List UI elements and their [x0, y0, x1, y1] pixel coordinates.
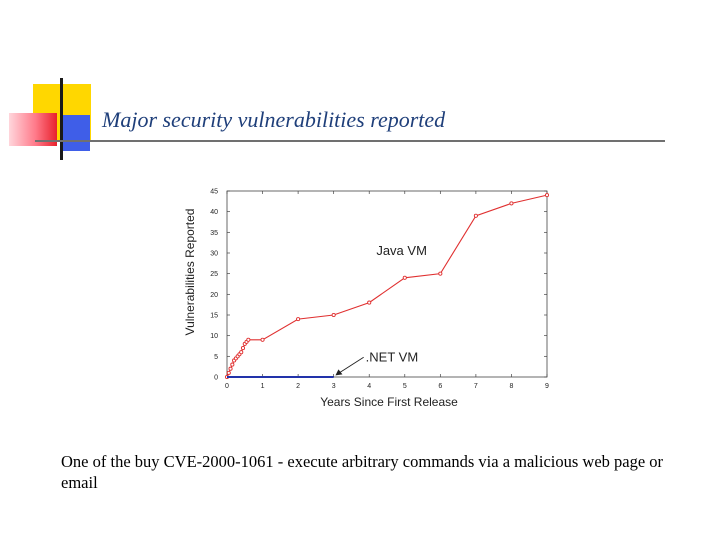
title-underline: [35, 140, 665, 142]
plot-frame: [226, 190, 548, 378]
y-tick-label: 30: [210, 251, 218, 258]
data-point: [228, 366, 233, 371]
data-point: [226, 370, 231, 375]
body-text: One of the buy CVE-2000-1061 - execute a…: [61, 452, 664, 492]
data-point: [246, 337, 251, 342]
data-point: [260, 337, 265, 342]
data-point: [402, 275, 407, 280]
annotation-label: Java VM: [376, 243, 427, 258]
x-tick-label: 9: [545, 383, 549, 390]
deco-blue-square: [62, 115, 90, 151]
x-tick-label: 0: [225, 383, 229, 390]
chart-axes: [226, 190, 548, 378]
data-point: [438, 271, 443, 276]
data-point: [509, 201, 514, 206]
annotation-label: .NET VM: [366, 349, 419, 364]
y-tick-label: 35: [210, 230, 218, 237]
x-axis-title: Years Since First Release: [320, 395, 458, 409]
deco-vertical-bar: [60, 78, 63, 160]
y-tick-label: 15: [210, 313, 218, 320]
x-tick-label: 8: [509, 383, 513, 390]
y-tick-label: 45: [210, 189, 218, 196]
y-tick-label: 5: [214, 354, 218, 361]
x-tick-label: 3: [332, 383, 336, 390]
x-tick-label: 4: [367, 383, 371, 390]
page-title: Major security vulnerabilities reported: [102, 107, 446, 132]
x-tick-label: 1: [261, 383, 265, 390]
x-tick-label: 2: [296, 383, 300, 390]
y-axis-title: Vulnerabilities Reported: [183, 209, 197, 336]
y-tick-label: 40: [210, 209, 218, 216]
y-tick-label: 0: [214, 375, 218, 382]
annotation-arrow-line: [338, 356, 364, 374]
y-tick-label: 25: [210, 271, 218, 278]
data-point: [240, 346, 246, 351]
data-point: [230, 362, 235, 367]
data-point: [331, 312, 336, 318]
data-point: [239, 350, 244, 355]
data-point: [296, 317, 301, 322]
x-tick-label: 7: [474, 383, 478, 390]
annotation-arrow-head: [335, 369, 343, 376]
data-point: [544, 193, 550, 198]
x-tick-label: 6: [438, 383, 442, 390]
x-tick-label: 5: [403, 383, 407, 390]
chart-series: [224, 193, 550, 380]
y-tick-label: 20: [210, 292, 218, 299]
data-point: [367, 300, 372, 305]
y-tick-label: 10: [210, 333, 218, 340]
data-point: [473, 213, 478, 218]
